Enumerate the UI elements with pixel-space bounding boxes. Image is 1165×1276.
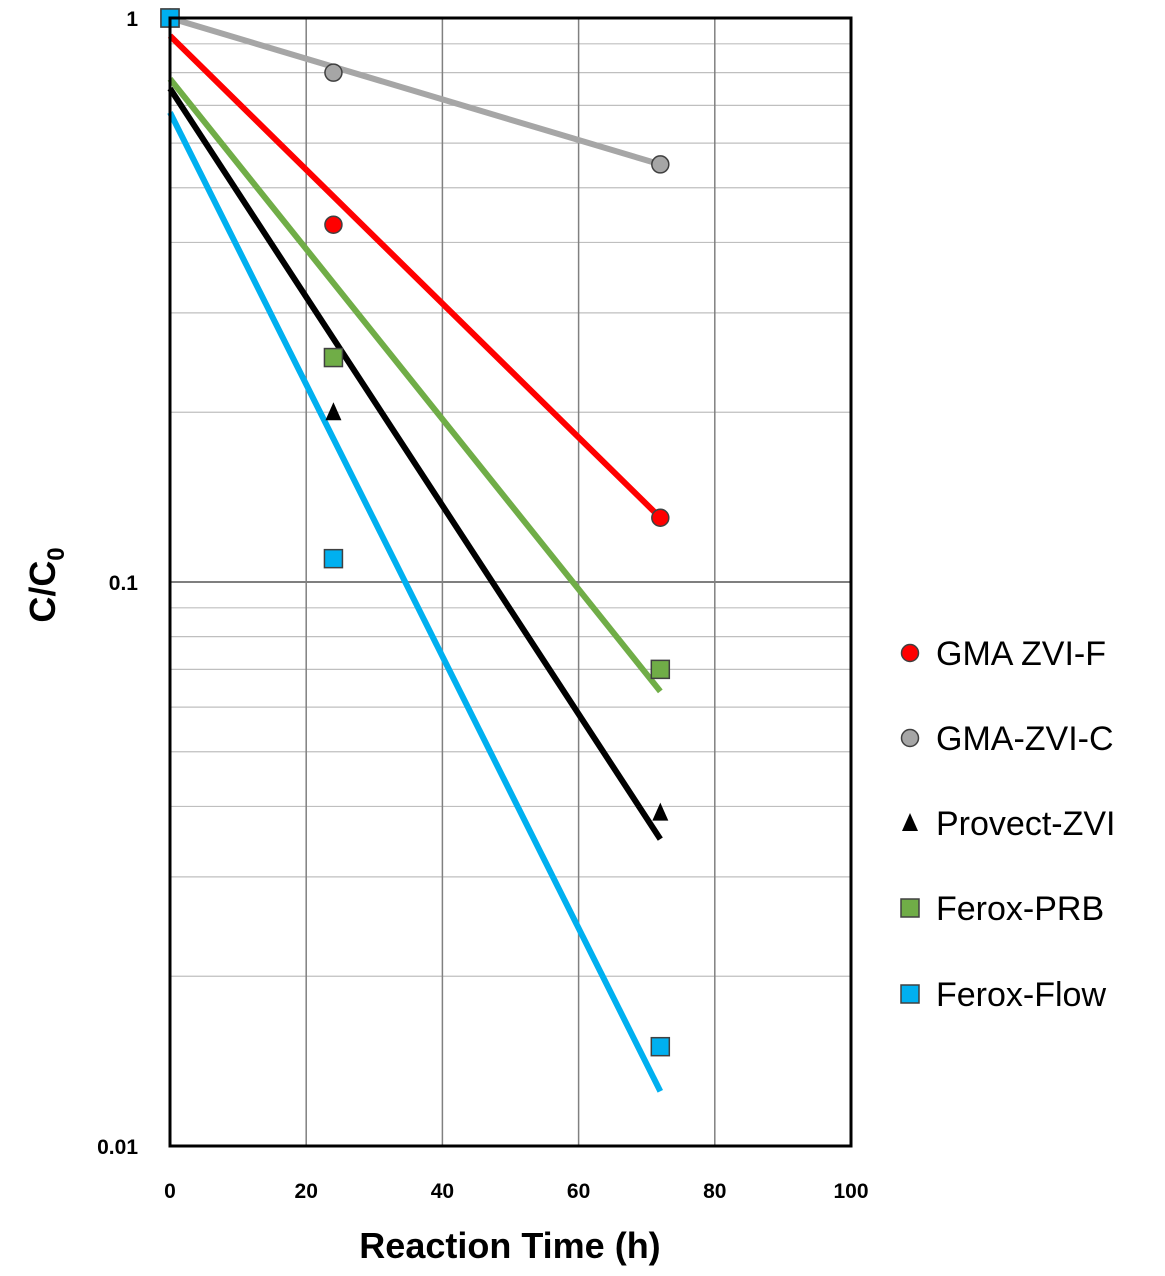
data-point	[650, 1036, 671, 1057]
y-tick-label: 0.1	[109, 572, 139, 595]
x-axis-title: Reaction Time (h)	[359, 1225, 660, 1266]
x-tick-label: 100	[833, 1180, 868, 1203]
data-point	[650, 659, 671, 680]
data-point	[652, 802, 669, 821]
fit-line	[169, 15, 662, 168]
plot-area-border	[168, 16, 853, 1148]
legend-marker	[900, 984, 920, 1004]
tick-labels: 0 20 40 60 80 100 1 0.1 0.01	[97, 8, 868, 1203]
y-axis-title-main: C/C	[22, 561, 63, 623]
data-point	[325, 402, 342, 421]
legend-marker	[900, 898, 920, 918]
fit-line	[167, 111, 664, 1093]
legend-marker	[900, 728, 920, 748]
legend-marker	[900, 643, 920, 663]
legend-label: Provect-ZVI	[936, 805, 1115, 843]
y-axis-title: C/C0	[22, 547, 70, 622]
data-point	[324, 215, 343, 234]
legend-label: GMA-ZVI-C	[936, 720, 1114, 758]
legend: GMA ZVI-F GMA-ZVI-C Provect-ZVI Ferox-PRB Fe…	[900, 635, 1115, 1014]
fit-line	[167, 33, 663, 520]
data-point	[651, 155, 670, 174]
x-tick-label: 60	[567, 1180, 590, 1203]
fit-lines	[167, 15, 664, 1093]
data-point	[323, 347, 344, 368]
x-tick-label: 80	[703, 1180, 726, 1203]
legend-label: Ferox-PRB	[936, 890, 1104, 928]
data-point	[651, 508, 670, 527]
legend-label: Ferox-Flow	[936, 976, 1106, 1014]
legend-label: GMA ZVI-F	[936, 635, 1106, 673]
grid-layer	[169, 18, 852, 1147]
data-point	[324, 63, 343, 82]
y-tick-label: 1	[126, 8, 138, 31]
x-tick-label: 40	[431, 1180, 454, 1203]
y-tick-label: 0.01	[97, 1136, 138, 1159]
fit-line	[167, 76, 663, 694]
data-point	[323, 548, 344, 569]
y-axis-title-subscript: 0	[43, 547, 70, 560]
x-tick-label: 20	[295, 1180, 318, 1203]
x-tick-label: 0	[164, 1180, 176, 1203]
fit-line	[167, 86, 663, 841]
legend-marker	[902, 813, 918, 831]
